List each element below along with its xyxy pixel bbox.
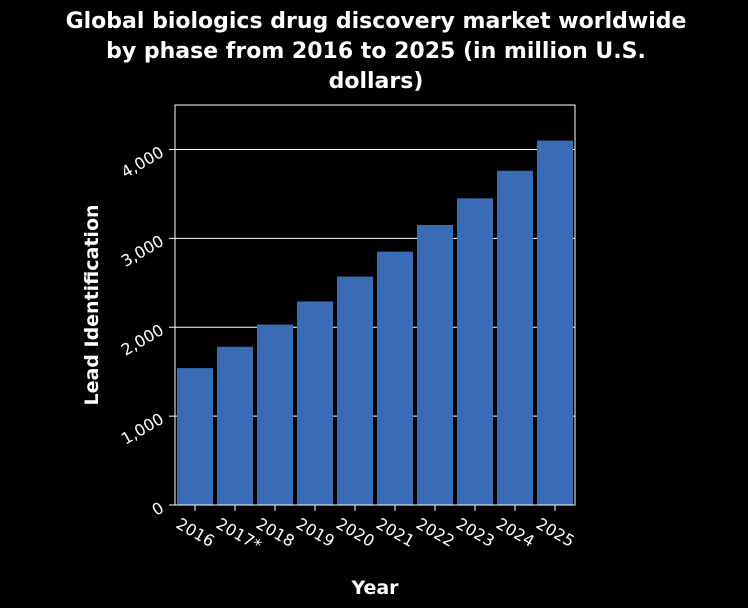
y-axis-ticks: 0 1,000 2,000 3,000 4,000 xyxy=(118,142,175,520)
bar xyxy=(537,140,573,506)
bar xyxy=(297,301,333,505)
chart-title-line-3: dollars) xyxy=(329,69,424,94)
x-tick-label: 2016 xyxy=(173,514,218,551)
bar xyxy=(217,346,253,505)
bar xyxy=(497,170,533,505)
x-tick-label: 2025 xyxy=(533,514,578,551)
y-tick-label: 3,000 xyxy=(118,231,167,270)
y-tick-label: 2,000 xyxy=(118,320,167,359)
y-axis-label: Lead Identification xyxy=(81,204,103,405)
bar xyxy=(457,198,493,506)
bars xyxy=(177,140,573,506)
x-axis-label: Year xyxy=(350,577,399,599)
x-tick-label: 2017* xyxy=(213,514,265,555)
x-tick-label: 2024 xyxy=(493,514,538,551)
bar xyxy=(257,324,293,505)
bar xyxy=(177,368,213,505)
bar xyxy=(337,276,373,505)
chart-title-line-2: by phase from 2016 to 2025 (in million U… xyxy=(106,39,646,64)
chart-title-line-1: Global biologics drug discovery market w… xyxy=(66,9,687,34)
x-tick-label: 2021 xyxy=(373,514,418,551)
y-tick-label: 1,000 xyxy=(118,409,167,448)
y-tick-label: 0 xyxy=(149,498,167,520)
plot-frame xyxy=(174,104,576,506)
x-tick-label: 2020 xyxy=(333,514,378,551)
x-tick-label: 2019 xyxy=(293,514,338,551)
y-tick-label: 4,000 xyxy=(118,142,167,181)
x-axis-ticks: 20162017*2018201920202021202220232024202… xyxy=(173,505,578,555)
bar xyxy=(417,225,453,505)
x-tick-label: 2023 xyxy=(453,514,498,551)
x-tick-label: 2022 xyxy=(413,514,458,551)
bar xyxy=(377,251,413,505)
